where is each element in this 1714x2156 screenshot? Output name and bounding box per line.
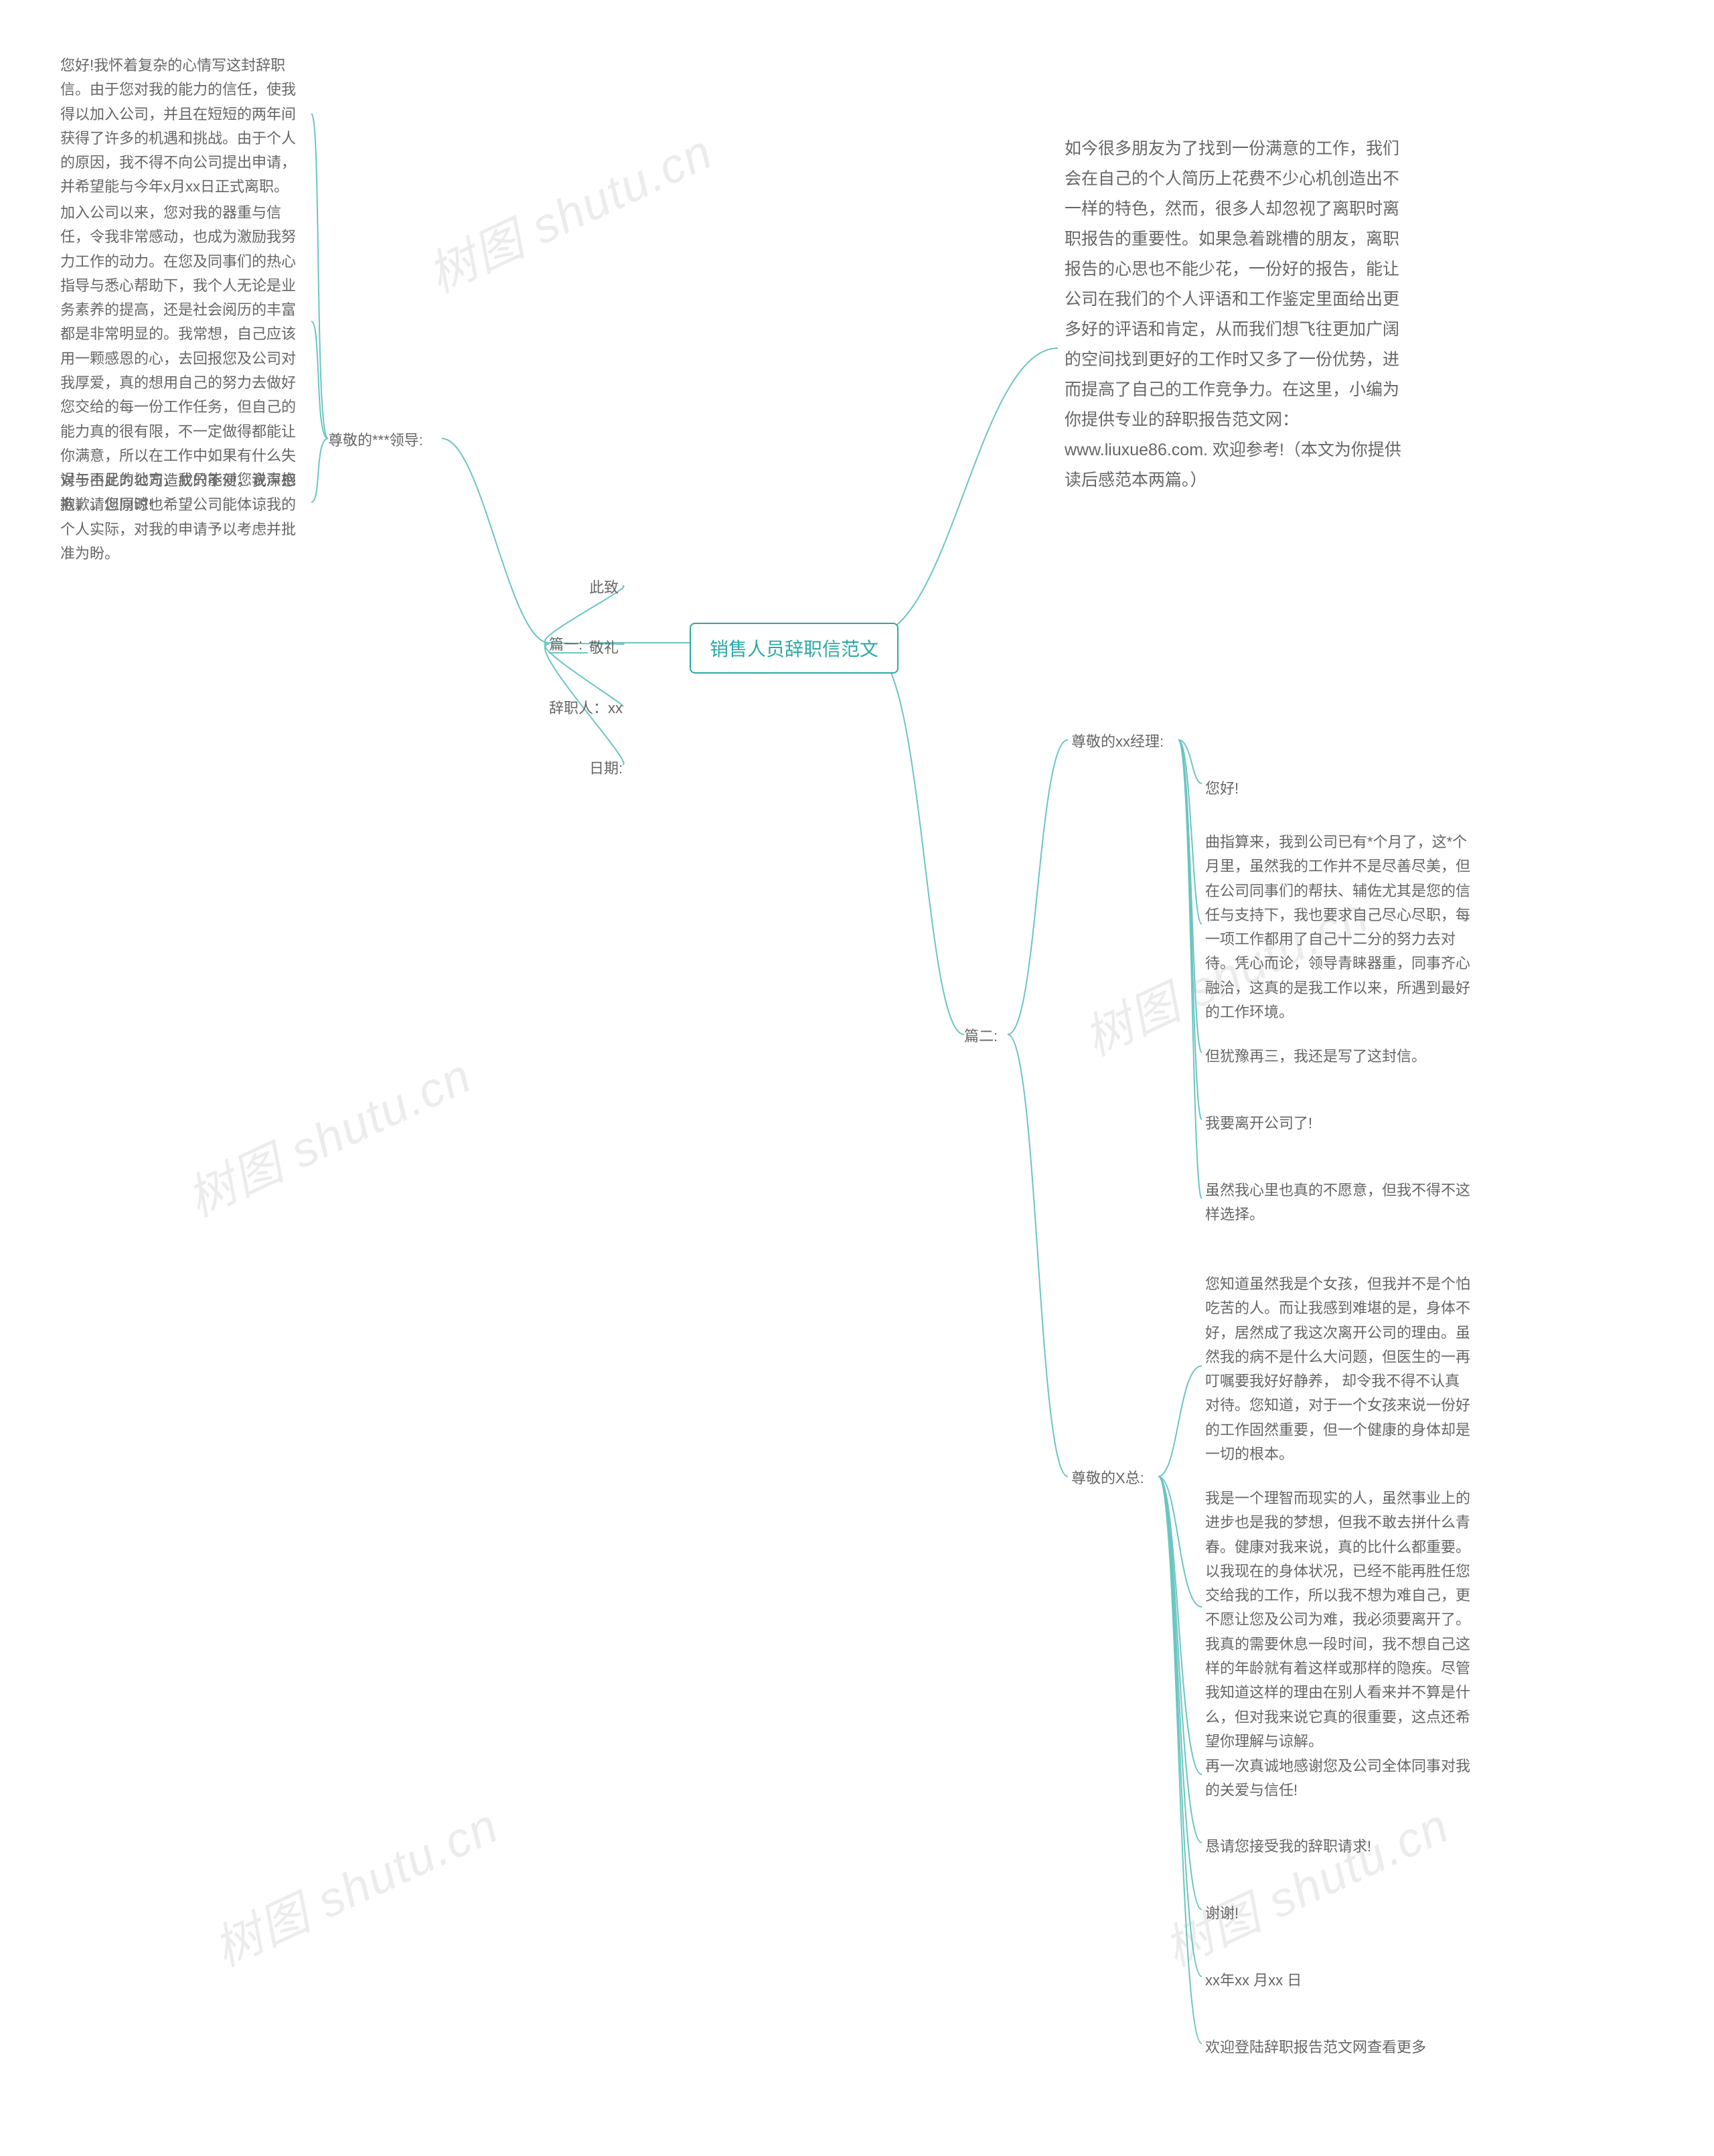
article1-header[interactable]: 尊敬的***领导: <box>328 429 423 450</box>
article2-c-para-6: xx年xx 月xx 日 <box>1205 1969 1302 1993</box>
article1-para-1: 您好!我怀着复杂的心情写这封辞职信。由于您对我的能力的信任，使我得以加入公司，并… <box>60 54 308 200</box>
article2-c-para-3: 再一次真诚地感谢您及公司全体同事对我的关爱与信任! <box>1205 1754 1473 1803</box>
article2-m-para-2: 曲指算来，我到公司已有*个月了，这*个月里，虽然我的工作并不是尽善尽美，但在公司… <box>1205 830 1473 1024</box>
article1-closing1: 此致 <box>589 576 619 597</box>
article2-m-para-3: 但犹豫再三，我还是写了这封信。 <box>1205 1045 1426 1069</box>
article1-para-3: 对于由此为公司造成的不便，我深感抱歉。但同时也希望公司能体谅我的个人实际，对我的… <box>60 469 308 566</box>
article2-m-para-4: 我要离开公司了! <box>1205 1111 1312 1136</box>
article2-m-para-1: 您好! <box>1205 777 1239 801</box>
article2-c-para-1: 您知道虽然我是个女孩，但我并不是个怕吃苦的人。而让我感到难堪的是，身体不好，居然… <box>1205 1272 1473 1466</box>
article2-c-para-5: 谢谢! <box>1205 1902 1239 1926</box>
article2-c-para-7: 欢迎登陆辞职报告范文网查看更多 <box>1205 2035 1426 2060</box>
article2-manager[interactable]: 尊敬的xx经理: <box>1071 730 1164 751</box>
article1-date: 日期: <box>589 757 623 778</box>
article1-signer: 辞职人：xx <box>549 696 623 718</box>
article1-closing2: 敬礼 <box>589 636 619 658</box>
intro-text: 如今很多朋友为了找到一份满意的工作，我们会在自己的个人简历上花费不少心机创造出不… <box>1065 134 1413 495</box>
root-node[interactable]: 销售人员辞职信范文 <box>690 623 899 674</box>
article2-label[interactable]: 篇二: <box>964 1024 998 1046</box>
article2-c-para-4: 恳请您接受我的辞职请求! <box>1205 1835 1371 1859</box>
article2-ceo[interactable]: 尊敬的X总: <box>1071 1466 1144 1488</box>
article2-m-para-5: 虽然我心里也真的不愿意，但我不得不这样选择。 <box>1205 1178 1473 1227</box>
article2-c-para-2: 我是一个理智而现实的人，虽然事业上的进步也是我的梦想，但我不敢去拼什么青春。健康… <box>1205 1486 1473 1754</box>
article1-label[interactable]: 篇一: <box>549 633 582 654</box>
